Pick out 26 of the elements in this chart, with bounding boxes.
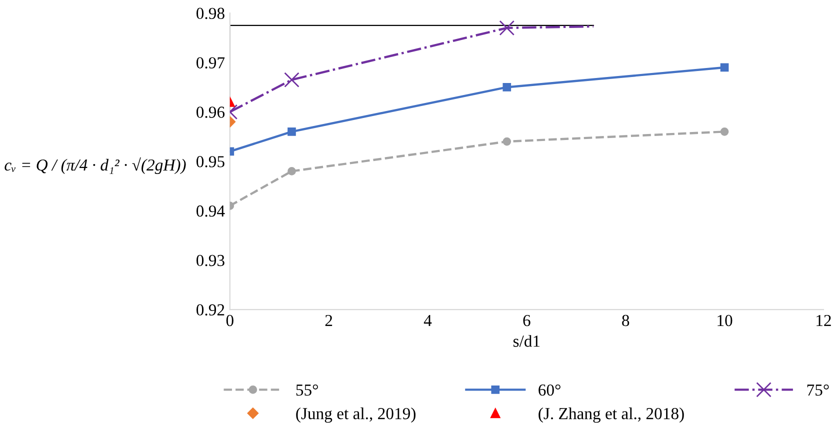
y-tick-label: 0.94 <box>196 205 225 217</box>
y-tick-label: 0.97 <box>196 57 225 69</box>
x-tick-label: 8 <box>622 314 630 326</box>
y-axis-title: cᵥ = Q / (π/4 · d₁² · √(2gH)) <box>4 157 186 174</box>
x-tick-label: 12 <box>816 314 831 326</box>
y-tick-label: 0.92 <box>196 304 224 316</box>
point <box>502 83 512 92</box>
legend-label: 75° <box>807 384 829 396</box>
legend-label: 60° <box>538 384 560 396</box>
legend-label: (J. Zhang et al., 2018) <box>538 408 684 423</box>
y-tick-label: 0.93 <box>196 254 224 266</box>
y-tick-label: 0.95 <box>196 156 224 168</box>
x-tick-label: 4 <box>424 315 432 326</box>
point <box>502 137 512 146</box>
x-tick-label: 10 <box>718 314 732 326</box>
x-tick-label: 0 <box>226 314 234 326</box>
y-tick-label: 0.98 <box>196 8 224 20</box>
x-tick-label: 6 <box>523 314 530 326</box>
x-axis-title: s/d1 <box>513 335 540 347</box>
legend-label: (Jung et al., 2019) <box>296 408 416 423</box>
y-tick-label: 0.96 <box>196 106 225 118</box>
point <box>720 63 729 72</box>
x-tick-label: 2 <box>325 314 332 326</box>
point <box>720 128 729 136</box>
legend-label: 55° <box>296 384 318 396</box>
point <box>499 20 515 36</box>
